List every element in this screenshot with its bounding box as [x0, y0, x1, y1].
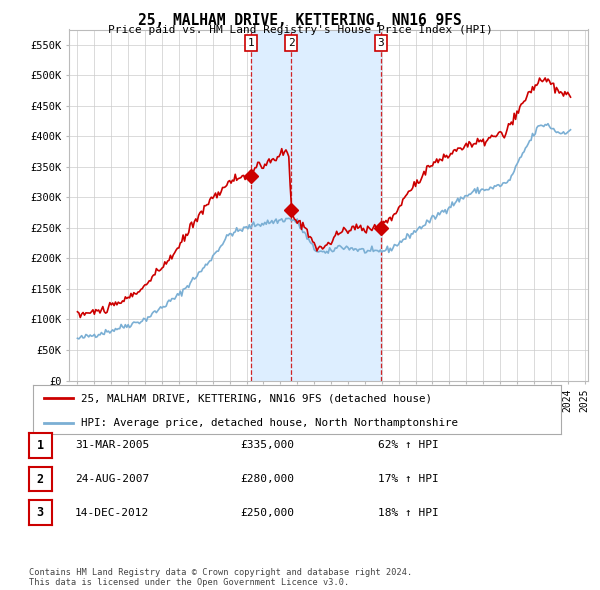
Text: 18% ↑ HPI: 18% ↑ HPI [378, 508, 439, 517]
Text: £335,000: £335,000 [240, 441, 294, 450]
Text: 25, MALHAM DRIVE, KETTERING, NN16 9FS (detached house): 25, MALHAM DRIVE, KETTERING, NN16 9FS (d… [80, 394, 431, 404]
Text: 2: 2 [288, 38, 295, 48]
Text: 14-DEC-2012: 14-DEC-2012 [75, 508, 149, 517]
Text: £280,000: £280,000 [240, 474, 294, 484]
Text: £250,000: £250,000 [240, 508, 294, 517]
Text: 3: 3 [37, 506, 44, 519]
Text: 3: 3 [378, 38, 385, 48]
Text: 2: 2 [37, 473, 44, 486]
Text: HPI: Average price, detached house, North Northamptonshire: HPI: Average price, detached house, Nort… [80, 418, 458, 428]
Text: 62% ↑ HPI: 62% ↑ HPI [378, 441, 439, 450]
Text: 17% ↑ HPI: 17% ↑ HPI [378, 474, 439, 484]
Text: 25, MALHAM DRIVE, KETTERING, NN16 9FS: 25, MALHAM DRIVE, KETTERING, NN16 9FS [138, 13, 462, 28]
Bar [292, 30, 381, 381]
Text: 1: 1 [37, 439, 44, 452]
Text: Price paid vs. HM Land Registry's House Price Index (HPI): Price paid vs. HM Land Registry's House … [107, 25, 493, 35]
Text: 31-MAR-2005: 31-MAR-2005 [75, 441, 149, 450]
Bar [251, 30, 292, 381]
Text: Contains HM Land Registry data © Crown copyright and database right 2024.
This d: Contains HM Land Registry data © Crown c… [29, 568, 412, 587]
Text: 1: 1 [247, 38, 254, 48]
Text: 24-AUG-2007: 24-AUG-2007 [75, 474, 149, 484]
